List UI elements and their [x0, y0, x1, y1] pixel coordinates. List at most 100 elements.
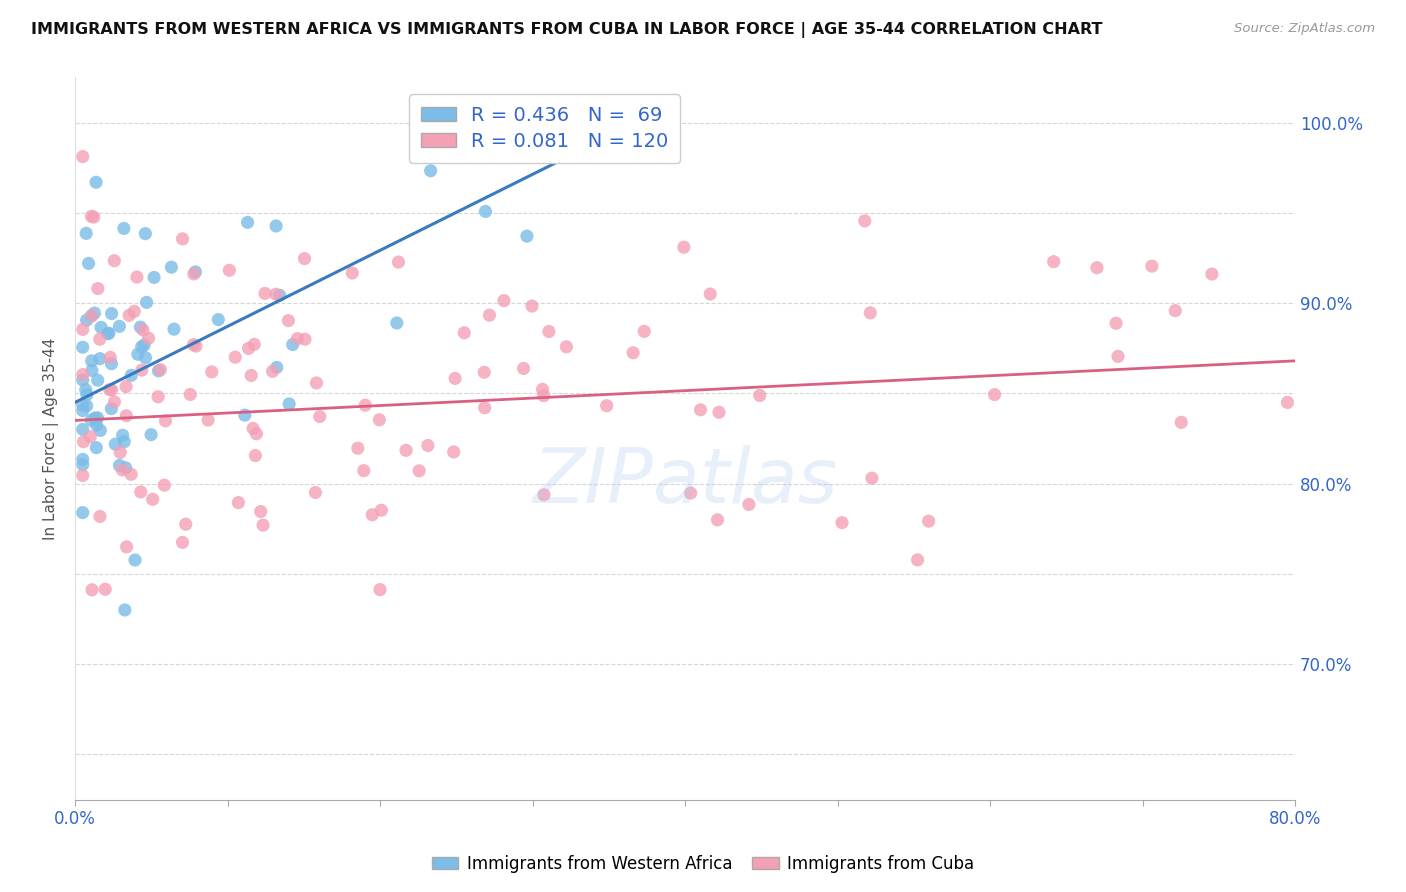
- Point: [139, 427, 162, 442]
- Point: [111, 463, 134, 477]
- Point: [146, 390, 169, 404]
- Point: [197, 413, 219, 427]
- Point: [245, 449, 267, 463]
- Text: ZIPatlas: ZIPatlas: [533, 445, 838, 519]
- Point: [135, 295, 157, 310]
- Point: [278, 397, 301, 411]
- Point: [1085, 260, 1108, 275]
- Point: [621, 345, 644, 359]
- Legend: Immigrants from Western Africa, Immigrants from Cuba: Immigrants from Western Africa, Immigran…: [425, 848, 981, 880]
- Point: [269, 288, 291, 302]
- Point: [294, 252, 316, 266]
- Point: [264, 287, 287, 301]
- Point: [72, 340, 94, 354]
- Point: [472, 365, 495, 379]
- Point: [114, 603, 136, 617]
- Point: [87, 282, 110, 296]
- Point: [408, 464, 430, 478]
- Point: [474, 204, 496, 219]
- Point: [395, 443, 418, 458]
- Point: [172, 232, 194, 246]
- Point: [90, 320, 112, 334]
- Point: [89, 509, 111, 524]
- Point: [516, 229, 538, 244]
- Point: [266, 360, 288, 375]
- Point: [184, 339, 207, 353]
- Point: [160, 260, 183, 275]
- Point: [907, 553, 929, 567]
- Point: [308, 409, 330, 424]
- Point: [111, 428, 134, 442]
- Point: [115, 409, 138, 423]
- Point: [1107, 350, 1129, 364]
- Point: [98, 351, 121, 365]
- Point: [72, 403, 94, 417]
- Point: [353, 464, 375, 478]
- Point: [115, 540, 138, 554]
- Point: [533, 389, 555, 403]
- Y-axis label: In Labor Force | Age 35-44: In Labor Force | Age 35-44: [44, 337, 59, 540]
- Point: [419, 163, 441, 178]
- Point: [1105, 316, 1128, 330]
- Point: [131, 363, 153, 377]
- Point: [138, 331, 160, 345]
- Point: [831, 516, 853, 530]
- Point: [100, 307, 122, 321]
- Point: [100, 357, 122, 371]
- Point: [474, 401, 496, 415]
- Point: [1170, 415, 1192, 429]
- Point: [72, 322, 94, 336]
- Point: [174, 517, 197, 532]
- Point: [201, 365, 224, 379]
- Point: [262, 364, 284, 378]
- Point: [83, 306, 105, 320]
- Point: [361, 508, 384, 522]
- Point: [135, 351, 157, 365]
- Point: [294, 332, 316, 346]
- Point: [108, 319, 131, 334]
- Point: [245, 426, 267, 441]
- Point: [97, 326, 120, 341]
- Point: [531, 382, 554, 396]
- Point: [79, 430, 101, 444]
- Point: [264, 219, 287, 233]
- Point: [252, 518, 274, 533]
- Point: [163, 322, 186, 336]
- Point: [443, 445, 465, 459]
- Point: [125, 270, 148, 285]
- Point: [131, 340, 153, 354]
- Point: [1164, 303, 1187, 318]
- Point: [1042, 254, 1064, 268]
- Point: [238, 342, 260, 356]
- Point: [240, 368, 263, 383]
- Point: [478, 308, 501, 322]
- Point: [706, 513, 728, 527]
- Point: [453, 326, 475, 340]
- Point: [103, 395, 125, 409]
- Point: [1277, 395, 1299, 409]
- Point: [224, 350, 246, 364]
- Point: [86, 410, 108, 425]
- Point: [1140, 259, 1163, 273]
- Point: [134, 227, 156, 241]
- Point: [76, 399, 98, 413]
- Point: [72, 434, 94, 449]
- Point: [115, 379, 138, 393]
- Point: [699, 287, 721, 301]
- Point: [129, 320, 152, 334]
- Text: Source: ZipAtlas.com: Source: ZipAtlas.com: [1234, 22, 1375, 36]
- Point: [84, 441, 107, 455]
- Point: [72, 422, 94, 436]
- Point: [72, 368, 94, 382]
- Point: [72, 506, 94, 520]
- Point: [80, 582, 103, 597]
- Point: [479, 146, 502, 161]
- Point: [672, 240, 695, 254]
- Point: [537, 325, 560, 339]
- Point: [132, 323, 155, 337]
- Point: [242, 421, 264, 435]
- Point: [228, 495, 250, 509]
- Point: [76, 387, 98, 401]
- Point: [108, 458, 131, 473]
- Point: [218, 263, 240, 277]
